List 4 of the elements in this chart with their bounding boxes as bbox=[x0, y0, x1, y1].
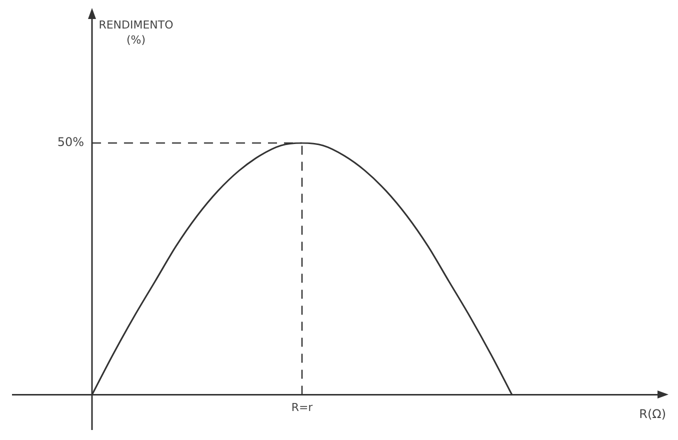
text: RENDIMENTO (%) bbox=[98, 18, 174, 46]
text: R=r bbox=[291, 401, 314, 414]
text: R(Ω) bbox=[639, 406, 666, 421]
annotation: 50% bbox=[57, 135, 84, 150]
